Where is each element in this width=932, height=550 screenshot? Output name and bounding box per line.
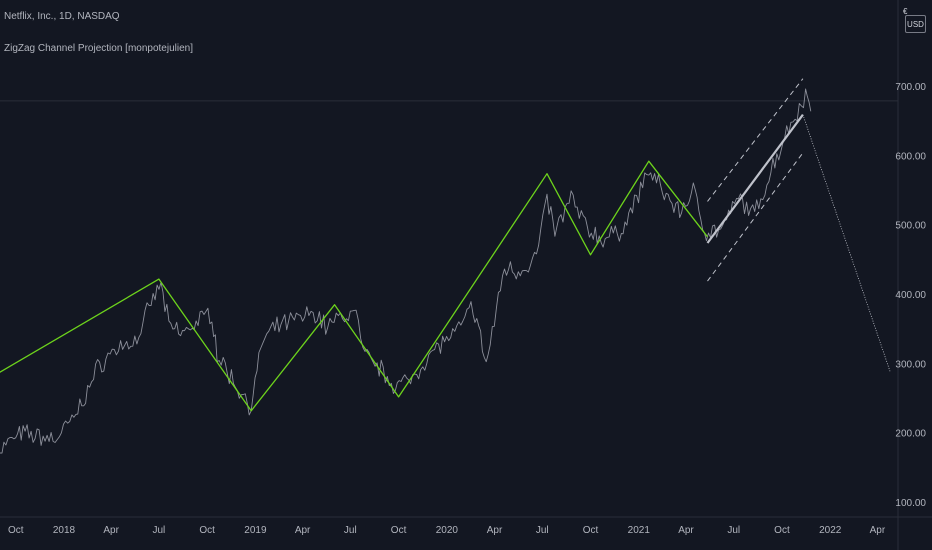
projection-line [802, 114, 891, 372]
price-series-line [0, 88, 812, 454]
x-tick-label: Apr [870, 525, 886, 536]
x-tick-label: Oct [583, 525, 599, 536]
y-tick-label: 700.00 [895, 82, 926, 93]
currency-flag-icon: € [903, 7, 908, 16]
x-tick-label: Apr [487, 525, 503, 536]
y-tick-label: 500.00 [895, 221, 926, 232]
x-tick-label: Oct [774, 525, 790, 536]
x-tick-label: Jul [727, 525, 740, 536]
x-tick-label: Jul [344, 525, 357, 536]
indicator-legend[interactable]: ZigZag Channel Projection [monpotejulien… [4, 43, 193, 54]
symbol-legend[interactable]: Netflix, Inc., 1D, NASDAQ [4, 11, 120, 22]
y-tick-label: 200.00 [895, 429, 926, 440]
x-tick-label: Apr [103, 525, 119, 536]
x-tick-label: 2022 [819, 525, 842, 536]
x-tick-label: 2018 [53, 525, 76, 536]
x-tick-label: Oct [8, 525, 24, 536]
y-tick-label: 400.00 [895, 290, 926, 301]
zigzag-series-line [0, 160, 709, 412]
y-tick-label: 100.00 [895, 498, 926, 509]
x-tick-label: 2021 [628, 525, 651, 536]
x-tick-label: 2019 [244, 525, 267, 536]
x-tick-label: Apr [678, 525, 694, 536]
x-tick-label: Jul [536, 525, 549, 536]
x-tick-label: Oct [391, 525, 407, 536]
x-tick-label: 2020 [436, 525, 459, 536]
channel-lower-line [707, 152, 804, 282]
channel-mid-line [706, 114, 804, 244]
x-tick-label: Apr [295, 525, 311, 536]
y-tick-label: 600.00 [895, 151, 926, 162]
x-tick-label: Oct [199, 525, 215, 536]
currency-button[interactable]: USD [905, 15, 926, 33]
channel-upper-line [707, 78, 804, 202]
y-tick-label: 300.00 [895, 359, 926, 370]
x-tick-label: Jul [153, 525, 166, 536]
